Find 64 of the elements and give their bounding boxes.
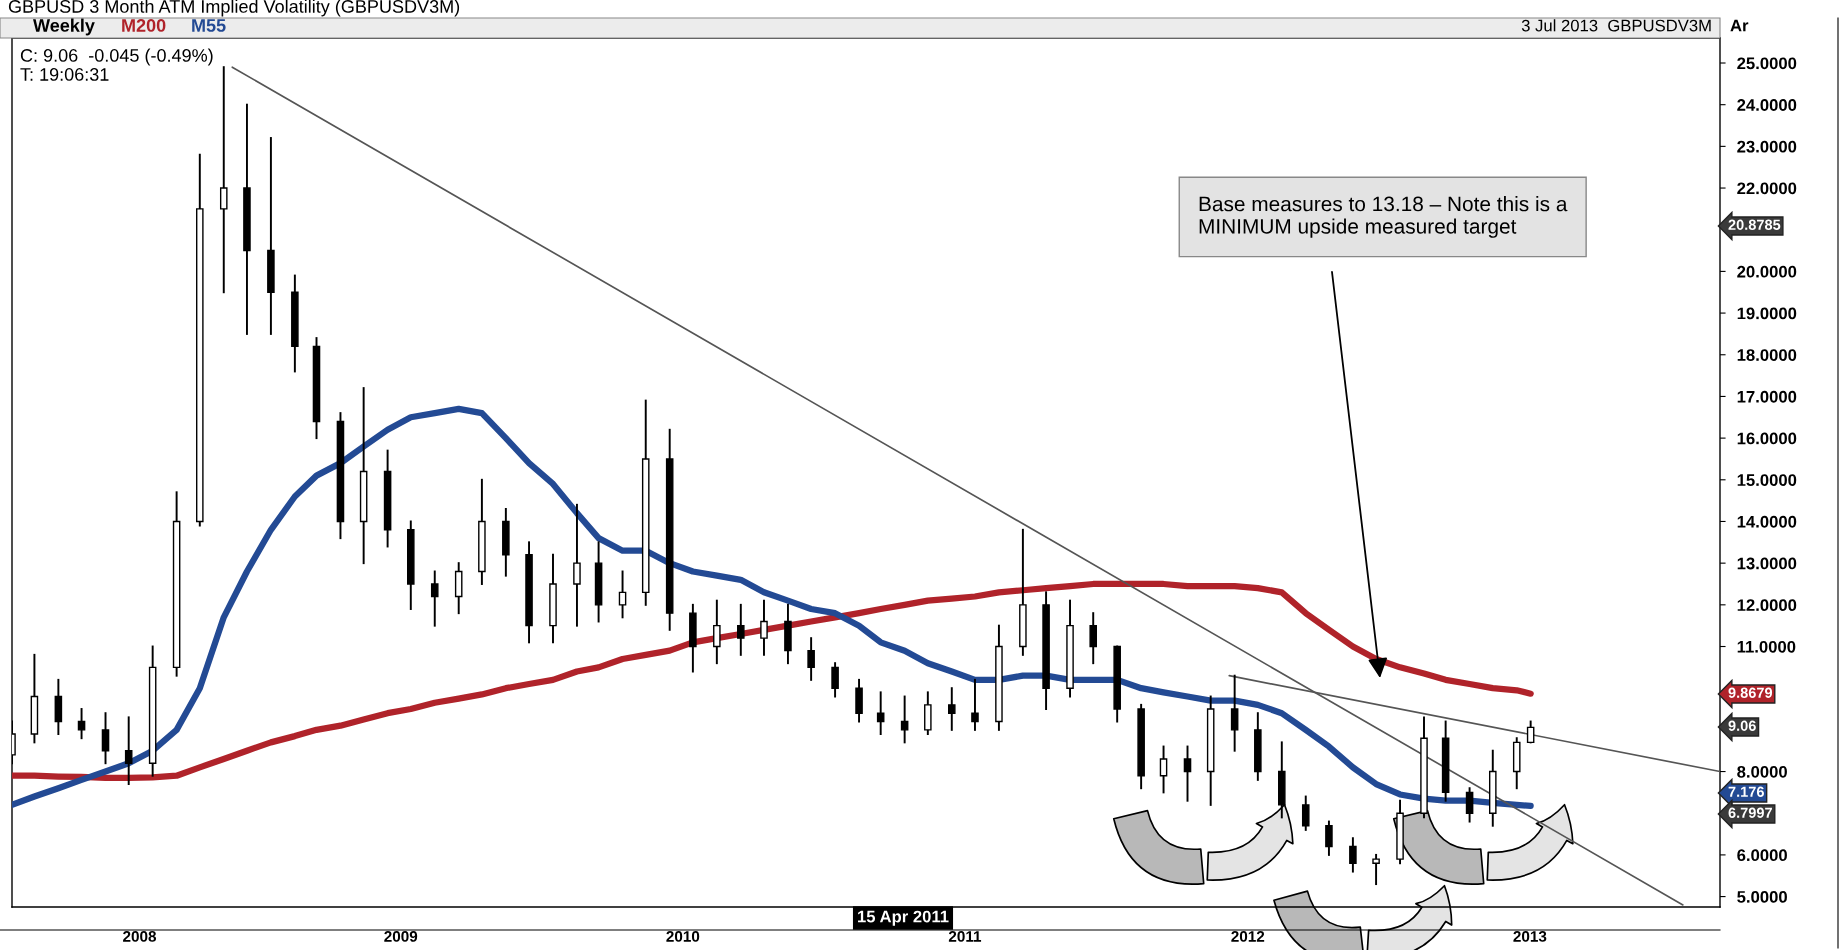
text: Ar [1730,19,1749,32]
candlestick [1465,787,1474,823]
text: 7.176 [1728,786,1764,797]
candlestick [430,570,439,627]
candlestick [618,570,627,619]
candlestick [101,712,110,765]
text: 9.8679 [1728,687,1773,698]
text: 9.06 [1728,720,1756,731]
y-tick-label: 6.0000 [1737,849,1787,862]
candlestick [971,678,979,731]
text: 6.7997 [1728,807,1772,818]
candlestick [219,66,228,294]
annotation: C: 9.06 -0.045 (-0.49%) [20,48,213,66]
candlestick [807,637,815,681]
candlestick [760,599,768,656]
text: Weekly [33,18,95,36]
annotation: T: 19:06:31 [20,68,109,81]
candlestick [124,716,133,786]
x-tick-label: 2013 [1513,931,1547,942]
candlestick [900,695,909,744]
candlestick [573,503,581,627]
candlestick [1159,745,1168,794]
y-tick-label: 19.0000 [1737,307,1797,320]
y-tick-label: 5.0000 [1737,890,1787,903]
y-tick-label: 11.0000 [1737,640,1796,653]
x-tick-label: 2009 [384,931,418,942]
x-tick-label: 2012 [1231,931,1265,942]
text: M55 [192,19,226,32]
candlestick [948,687,956,731]
text: 20.8785 [1728,219,1781,230]
candlestick [1089,612,1098,665]
y-tick-label: 8.0000 [1737,765,1787,778]
candlestick [876,691,885,735]
candlestick [77,708,86,740]
y-tick-label: 15.0000 [1737,474,1797,486]
text: 15 Apr 2011 [858,910,949,926]
text: 3 Jul 2013 GBPUSDV3M [1521,19,1711,32]
y-tick-label: 13.0000 [1737,557,1797,570]
candlestick [1349,837,1357,873]
candlestick [1325,820,1333,856]
candlestick [737,603,745,656]
text: M200 [122,19,166,32]
chart-title: GBPUSD 3 Month ATM Implied Volatility (GBPUSDV3M) [8,0,460,17]
candlestick [831,662,839,698]
candlestick [1183,745,1192,802]
candlestick [1526,720,1535,744]
x-tick-label: 2008 [123,931,157,942]
y-tick-label: 18.0000 [1737,349,1797,361]
y-tick-label: 12.0000 [1737,599,1797,612]
candlestick [1372,853,1380,886]
y-tick-label: 25.0000 [1737,57,1797,70]
candlestick [1301,795,1310,831]
y-tick-label: 24.0000 [1737,99,1797,111]
candlestick [713,599,721,665]
y-tick-label: 23.0000 [1737,140,1797,153]
y-tick-label: 14.0000 [1737,515,1797,528]
x-tick-label: 2011 [948,931,982,942]
candlestick [1230,674,1239,752]
x-tick-label: 2010 [666,931,700,942]
y-tick-label: 16.0000 [1737,432,1797,445]
annotation: Base measures to 13.18 – Note this is a MINIMUM upside measured target [1199,196,1568,238]
y-tick-label: 20.0000 [1737,265,1797,278]
y-tick-label: 17.0000 [1737,390,1797,403]
y-tick-label: 22.0000 [1737,182,1797,195]
